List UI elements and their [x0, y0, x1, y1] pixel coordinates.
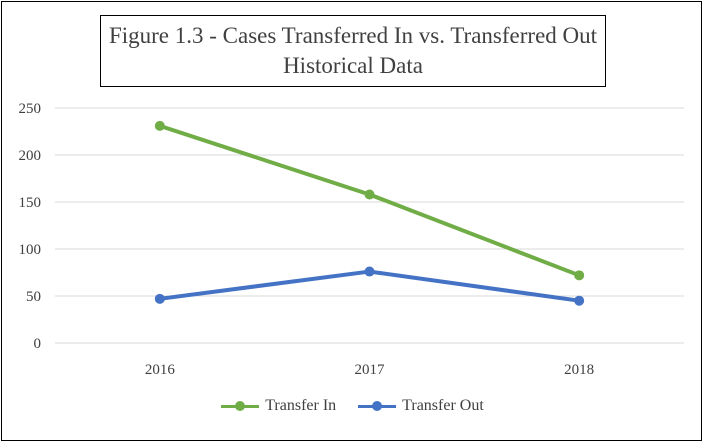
y-tick-label: 0: [34, 336, 42, 352]
legend-label: Transfer Out: [402, 397, 484, 414]
legend-label: Transfer In: [265, 397, 337, 414]
x-tick-label: 2016: [145, 362, 176, 378]
y-tick-label: 50: [26, 289, 41, 305]
legend: Transfer In Transfer Out: [0, 397, 705, 415]
data-point: [364, 266, 375, 277]
y-axis-ticks: 0 50 100 150 200 250: [19, 101, 42, 352]
chart-title-box: Figure 1.3 - Cases Transferred In vs. Tr…: [100, 15, 606, 87]
data-point: [154, 120, 165, 131]
x-axis-ticks: 2016 2017 2018: [145, 362, 594, 378]
series-line-0: [157, 123, 582, 278]
legend-swatch: [221, 401, 260, 411]
legend-swatch: [358, 401, 397, 411]
y-tick-label: 150: [19, 195, 42, 211]
legend-item-0: Transfer In: [221, 397, 336, 415]
data-point: [364, 189, 375, 200]
data-point: [574, 270, 585, 281]
chart-title: Figure 1.3 - Cases Transferred In vs. Tr…: [108, 23, 598, 48]
y-tick-label: 200: [19, 148, 42, 164]
x-tick-label: 2018: [564, 362, 594, 378]
legend-item-1: Transfer Out: [358, 397, 484, 415]
x-tick-label: 2017: [355, 362, 386, 378]
data-point: [574, 295, 585, 306]
y-tick-label: 250: [19, 101, 42, 117]
series-layer: [154, 120, 585, 306]
data-point: [154, 293, 165, 304]
chart-subtitle: Historical Data: [283, 53, 423, 78]
y-tick-label: 100: [19, 242, 42, 258]
gridlines: [55, 107, 684, 344]
